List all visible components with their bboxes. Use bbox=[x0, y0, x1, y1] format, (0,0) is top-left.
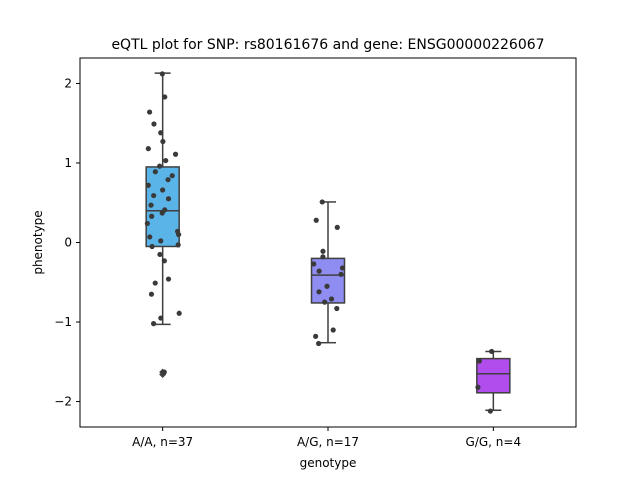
data-point bbox=[147, 234, 153, 240]
data-point bbox=[316, 340, 322, 347]
data-point bbox=[158, 130, 164, 136]
data-point bbox=[324, 283, 330, 289]
data-point bbox=[316, 268, 322, 274]
data-point bbox=[165, 276, 172, 282]
data-point bbox=[152, 280, 158, 286]
data-point bbox=[161, 258, 167, 264]
x-axis-label: genotype bbox=[300, 456, 357, 470]
data-point bbox=[328, 296, 335, 302]
data-point bbox=[157, 251, 163, 258]
data-point bbox=[169, 173, 175, 179]
data-point bbox=[148, 202, 154, 208]
data-point bbox=[316, 289, 322, 295]
data-point bbox=[152, 169, 158, 175]
data-point bbox=[158, 315, 164, 321]
data-point bbox=[487, 408, 493, 414]
x-tick-label: A/G, n=17 bbox=[297, 435, 359, 449]
data-point bbox=[339, 265, 346, 271]
data-point bbox=[160, 187, 166, 193]
data-point bbox=[320, 254, 326, 260]
data-point bbox=[165, 177, 171, 183]
data-point bbox=[320, 248, 326, 254]
y-tick-label: 0 bbox=[64, 236, 72, 250]
data-point bbox=[176, 310, 182, 316]
data-point bbox=[475, 384, 481, 390]
data-point bbox=[144, 220, 150, 227]
data-point bbox=[163, 157, 169, 164]
data-point bbox=[489, 348, 495, 355]
data-point bbox=[319, 199, 325, 205]
data-point bbox=[330, 327, 336, 333]
y-tick-label: −2 bbox=[54, 395, 72, 409]
data-point bbox=[145, 182, 151, 188]
y-tick-label: −1 bbox=[54, 315, 72, 329]
axes: −2 −1 0 1 2 A/A, n=37 A/G, n=17 G/G, n=4 bbox=[54, 76, 521, 449]
data-point bbox=[146, 109, 153, 115]
data-point bbox=[151, 121, 157, 127]
data-point bbox=[338, 271, 344, 277]
chart-title: eQTL plot for SNP: rs80161676 and gene: … bbox=[111, 37, 544, 53]
data-point bbox=[161, 369, 167, 375]
data-point bbox=[172, 151, 179, 157]
data-point bbox=[159, 210, 165, 216]
data-point bbox=[160, 138, 166, 145]
data-point bbox=[322, 299, 328, 305]
data-point bbox=[149, 243, 155, 250]
box bbox=[310, 257, 346, 304]
data-point bbox=[313, 333, 319, 339]
y-tick-label: 1 bbox=[64, 156, 72, 170]
data-point bbox=[150, 321, 157, 327]
data-point bbox=[165, 196, 172, 202]
data-point bbox=[334, 224, 340, 230]
data-point bbox=[159, 71, 165, 77]
data-point bbox=[176, 231, 182, 238]
data-point bbox=[311, 261, 317, 267]
data-point bbox=[157, 163, 163, 169]
x-tick-label: G/G, n=4 bbox=[466, 435, 522, 449]
data-point bbox=[476, 358, 482, 364]
data-point bbox=[162, 94, 168, 100]
box bbox=[476, 357, 511, 394]
x-tick-label: A/A, n=37 bbox=[132, 435, 193, 449]
data-point bbox=[313, 217, 319, 223]
y-tick-label: 2 bbox=[64, 76, 72, 90]
data-point bbox=[175, 242, 181, 248]
data-point bbox=[158, 238, 164, 244]
data-point bbox=[145, 146, 151, 152]
data-point bbox=[151, 192, 157, 199]
data-point bbox=[148, 291, 155, 297]
plot-area bbox=[144, 71, 511, 414]
data-point bbox=[334, 305, 340, 312]
y-axis-label: phenotype bbox=[31, 210, 45, 274]
data-point bbox=[149, 213, 155, 219]
